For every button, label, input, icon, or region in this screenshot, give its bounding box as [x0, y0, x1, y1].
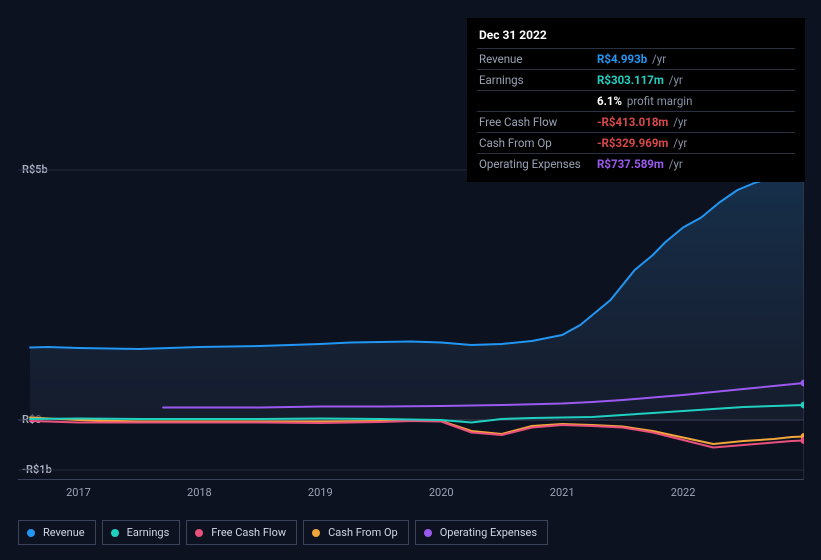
legend-item-opex[interactable]: Operating Expenses — [415, 520, 548, 545]
tooltip-metric-suffix: /yr — [666, 157, 683, 171]
tooltip-row: Operating ExpensesR$737.589m /yr — [477, 154, 795, 174]
legend-dot-icon — [27, 529, 35, 537]
legend-label: Free Cash Flow — [211, 526, 286, 539]
legend-dot-icon — [111, 529, 119, 537]
tooltip-metric-value: R$303.117m — [597, 73, 664, 87]
legend-item-earnings[interactable]: Earnings — [102, 520, 181, 545]
tooltip-metric-label: Operating Expenses — [479, 157, 597, 171]
x-tick-label: 2019 — [308, 486, 333, 499]
tooltip-row: RevenueR$4.993b /yr — [477, 49, 795, 70]
tooltip-metric-suffix: /yr — [670, 136, 687, 150]
legend-label: Operating Expenses — [440, 526, 537, 539]
legend-item-cashfromop[interactable]: Cash From Op — [303, 520, 409, 545]
tooltip-metric-value: R$4.993b — [597, 52, 647, 66]
tooltip-row: Free Cash Flow-R$413.018m /yr — [477, 112, 795, 133]
line-chart[interactable] — [18, 160, 804, 480]
x-tick-label: 2018 — [187, 486, 212, 499]
legend-item-freecashflow[interactable]: Free Cash Flow — [186, 520, 297, 545]
legend-label: Revenue — [43, 526, 85, 539]
x-tick-label: 2017 — [66, 486, 91, 499]
tooltip-profit-margin-label: profit margin — [624, 94, 692, 108]
tooltip-row: Cash From Op-R$329.969m /yr — [477, 133, 795, 154]
tooltip-metric-label: Cash From Op — [479, 136, 597, 150]
tooltip-row: EarningsR$303.117m /yr — [477, 70, 795, 91]
x-tick-label: 2021 — [550, 486, 575, 499]
legend: Revenue Earnings Free Cash Flow Cash From O… — [18, 520, 548, 545]
tooltip-metric-suffix: /yr — [666, 73, 683, 87]
legend-dot-icon — [312, 529, 320, 537]
chart-tooltip: Dec 31 2022 RevenueR$4.993b /yrEarningsR… — [467, 18, 805, 182]
tooltip-profit-margin-pct: 6.1% — [597, 94, 622, 108]
legend-dot-icon — [195, 529, 203, 537]
tooltip-metric-label: Free Cash Flow — [479, 115, 597, 129]
x-tick-label: 2020 — [429, 486, 454, 499]
tooltip-metric-value: -R$329.969m — [597, 136, 668, 150]
legend-item-revenue[interactable]: Revenue — [18, 520, 96, 545]
tooltip-metric-suffix: /yr — [670, 115, 687, 129]
tooltip-metric-label: Revenue — [479, 52, 597, 66]
legend-label: Earnings — [127, 526, 170, 539]
x-tick-label: 2022 — [671, 486, 696, 499]
tooltip-subrow: 6.1% profit margin — [477, 91, 795, 112]
tooltip-date: Dec 31 2022 — [477, 26, 795, 49]
legend-dot-icon — [424, 529, 432, 537]
series-freecashflow — [30, 421, 804, 448]
tooltip-rows: RevenueR$4.993b /yrEarningsR$303.117m /y… — [477, 49, 795, 174]
tooltip-metric-suffix: /yr — [649, 52, 666, 66]
chart-stage: R$5bR$0-R$1b 201720182019202020212022 De… — [0, 0, 821, 560]
tooltip-metric-value: R$737.589m — [597, 157, 664, 171]
tooltip-metric-value: -R$413.018m — [597, 115, 668, 129]
legend-label: Cash From Op — [328, 526, 398, 539]
tooltip-metric-label: Earnings — [479, 73, 597, 87]
